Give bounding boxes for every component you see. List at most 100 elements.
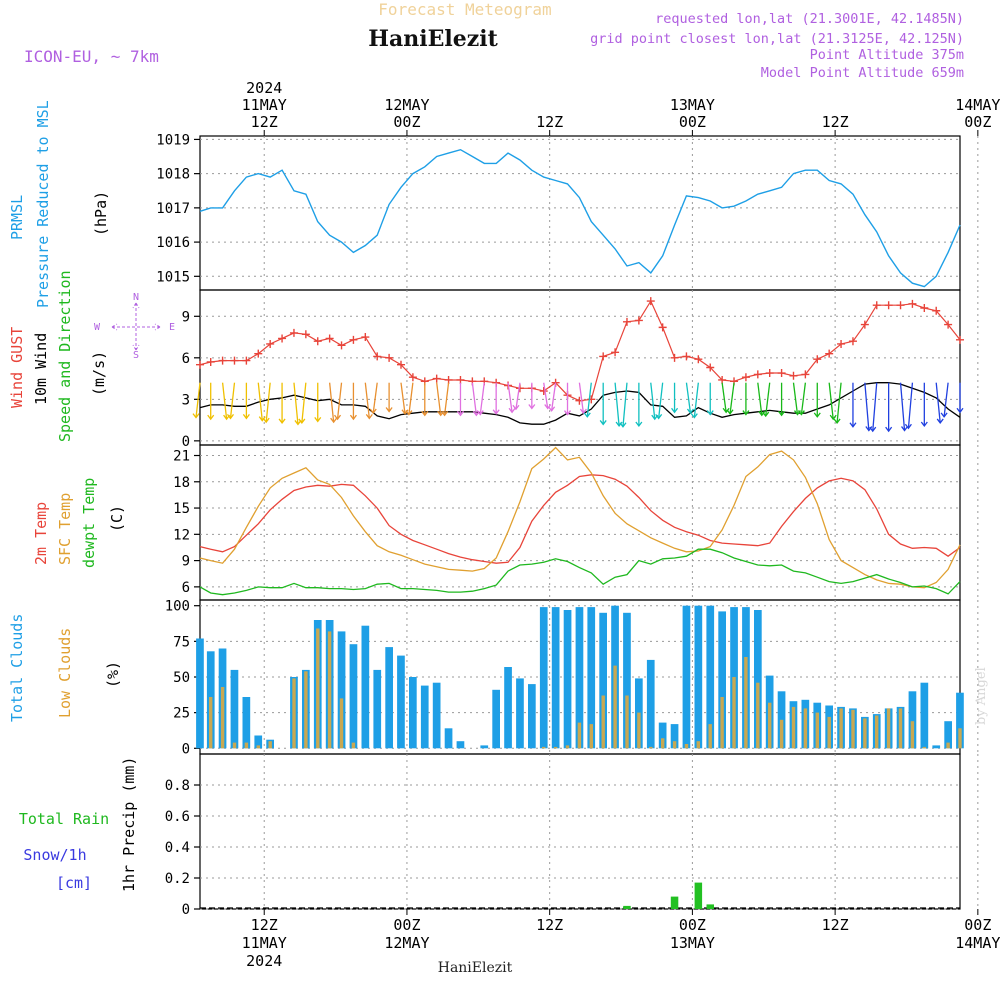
total-cloud-bar xyxy=(575,607,584,749)
x-axis-bottom-label: 14MAY xyxy=(955,934,1000,952)
low-cloud-bar xyxy=(256,745,260,749)
low-cloud-bar xyxy=(232,742,237,749)
wind-direction-arrow xyxy=(658,382,664,419)
wind-gust-marker xyxy=(682,352,691,361)
wind-ytick-label: 6 xyxy=(182,351,190,367)
total-cloud-bar xyxy=(944,721,952,749)
low-cloud-bar xyxy=(827,716,831,749)
wind-direction-arrowhead xyxy=(686,408,694,415)
wind-gust-marker xyxy=(456,375,465,384)
wind-direction-arrow xyxy=(622,382,628,427)
precip-ytick-label: 0.4 xyxy=(165,840,190,856)
wind-direction-arrowhead xyxy=(901,426,909,432)
wind-direction-arrowhead xyxy=(797,410,805,416)
low-cloud-bar xyxy=(351,742,356,749)
wind-direction-arrow xyxy=(907,382,914,429)
wind-direction-arrowhead xyxy=(619,422,627,428)
low-cloud-bar xyxy=(863,718,867,749)
x-axis-top-label: 12MAY xyxy=(384,96,429,114)
wind-gust-marker xyxy=(432,374,441,383)
total-cloud-bar xyxy=(670,724,679,749)
total-cloud-bar xyxy=(563,610,572,749)
wind-gust-marker xyxy=(872,301,881,310)
x-axis-top-label: 00Z xyxy=(679,113,706,131)
wind-direction-arrow xyxy=(372,382,378,414)
pressure-ytick-label: 1017 xyxy=(156,201,190,217)
wind-gust-marker xyxy=(646,297,655,306)
wind-direction-arrowhead xyxy=(258,416,266,422)
wind-direction-arrowhead xyxy=(226,413,235,420)
wind-gust-marker xyxy=(848,337,857,346)
total-cloud-bar xyxy=(539,607,548,749)
wind-ytick-label: 3 xyxy=(182,392,190,408)
total-cloud-bar xyxy=(920,682,929,749)
wind-gust-marker xyxy=(278,334,287,343)
wind-gust-marker xyxy=(658,323,667,332)
wind-direction-arrow xyxy=(443,382,450,416)
wind-gust-marker xyxy=(373,352,382,361)
wind-direction-arrowhead xyxy=(833,418,841,425)
wind-direction-arrow xyxy=(935,382,941,423)
low-cloud-bar xyxy=(565,745,570,749)
wind-gust-marker xyxy=(361,333,370,342)
wind-direction-arrowhead xyxy=(242,413,250,420)
temp-sfc-label: SFC Temp xyxy=(56,493,74,565)
clouds-ytick-label: 0 xyxy=(182,741,190,757)
wind-direction-arrow xyxy=(650,382,656,420)
total-cloud-bar xyxy=(230,669,239,749)
wind-gust-marker xyxy=(206,357,215,366)
info-line-4: Model Point Altitude 659m xyxy=(761,65,964,81)
x-axis-bottom-label: 00Z xyxy=(679,916,706,934)
wind-direction-arrowhead xyxy=(690,413,698,419)
x-axis-bottom-label: 2024 xyxy=(246,952,282,970)
low-cloud-bar xyxy=(958,728,962,749)
total-cloud-bar xyxy=(551,607,560,749)
low-cloud-bar xyxy=(732,677,736,749)
x-axis-bottom-label: 12Z xyxy=(536,916,563,934)
wind-direction-arrowhead xyxy=(762,411,770,418)
wind-ytick-label: 0 xyxy=(182,434,190,450)
wind-gust-marker xyxy=(266,339,275,348)
total-cloud-bar xyxy=(242,697,251,749)
wind-direction-arrowhead xyxy=(583,412,591,418)
clouds-unit-label: (%) xyxy=(104,661,122,688)
wind-direction-arrow xyxy=(828,382,834,420)
wind-direction-arrowhead xyxy=(385,407,393,413)
total-cloud-bar xyxy=(682,605,691,749)
wind-gust-marker xyxy=(599,352,608,361)
low-cloud-bar xyxy=(791,706,796,749)
precip-ytick-label: 0 xyxy=(182,902,190,918)
wind-direction-arrowhead xyxy=(314,417,322,423)
info-line-2: grid point closest lon,lat (21.3125E, 42… xyxy=(590,31,964,47)
wind-direction-arrowhead xyxy=(298,418,306,425)
rain-bar xyxy=(623,905,631,909)
wind-gust-marker xyxy=(741,373,750,382)
wind-direction-arrowhead xyxy=(920,421,928,428)
wind-direction-arrowhead xyxy=(722,407,730,414)
wind-direction-arrow xyxy=(729,382,735,414)
wind-gust-marker xyxy=(289,328,298,337)
wind-ytick-label: 9 xyxy=(182,309,190,325)
x-axis-top-label: 12Z xyxy=(536,113,563,131)
wind-gust-marker xyxy=(777,369,786,378)
low-cloud-bar xyxy=(577,722,582,749)
wind-direction-arrow xyxy=(400,382,406,414)
pressure-unit-label: (hPa) xyxy=(92,191,110,236)
wind-10m-label: 10m Wind xyxy=(32,333,50,405)
wind-gust-marker xyxy=(920,303,929,312)
compass-rose-icon xyxy=(111,302,161,351)
precip-ytick-label: 0.2 xyxy=(165,871,190,887)
watermark: by Angel xyxy=(974,667,989,725)
low-cloud-bar xyxy=(696,741,700,749)
location-name: HaniElezit xyxy=(368,26,498,52)
total-cloud-bar xyxy=(409,677,417,749)
wind-direction-arrowhead xyxy=(829,414,837,421)
wind-direction-arrow xyxy=(479,382,485,415)
total-cloud-bar xyxy=(646,659,655,749)
wind-direction-arrowhead xyxy=(904,423,912,430)
low-cloud-bar xyxy=(756,682,760,749)
wind-gust-marker xyxy=(706,363,715,372)
total-cloud-bar xyxy=(956,692,964,749)
low-cloud-bar xyxy=(803,708,808,749)
wind-direction-arrowhead xyxy=(813,412,821,418)
